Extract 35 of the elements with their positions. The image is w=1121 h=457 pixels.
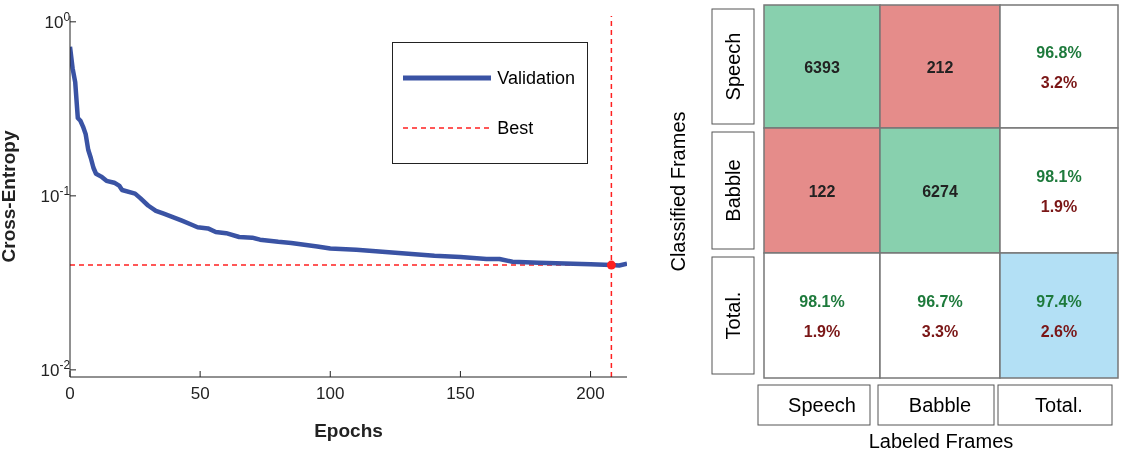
x-tick-label: 0 [65,384,75,403]
y-tick-label: Speech [722,32,744,101]
y-axis-title: Classified Frames [667,111,689,272]
x-tick-label: Babble [908,394,972,416]
x-tick-label: Speech [788,394,856,416]
data-label: 96.8% [1036,43,1082,61]
data-label: 212 [926,58,954,76]
annotation: 2.6% [1040,322,1078,340]
annotation: 3.3% [921,322,959,340]
data-label: 98.1% [1036,167,1082,185]
legend-label: Best [497,117,534,139]
legend-label: Validation [497,67,575,89]
x-tick-label: 150 [446,384,475,403]
data-label: 6393 [804,58,840,76]
data-label: 97.4% [1036,292,1082,310]
y-tick-label: 10$^{0}$ [44,9,71,32]
x-axis-title: Epochs [314,420,383,441]
x-tick-label: 200 [576,384,605,403]
y-tick-label: Babble [722,159,744,222]
y-tick-label: Total. [722,291,744,340]
data-label: 96.7% [917,292,963,310]
line-series [70,44,627,268]
y-axis-title: Cross-Entropy [0,130,19,263]
data-label: 122 [808,182,836,200]
x-tick-label: 50 [190,384,210,403]
y-tick-label: 10$^{-1}$ [40,183,71,206]
annotation: 1.9% [1040,197,1078,215]
data-label: 6274 [922,182,958,200]
annotation: 1.9% [803,322,841,340]
x-tick-label: 100 [316,384,345,403]
x-tick-label: Total. [1035,394,1083,416]
annotation: 3.2% [1040,73,1078,91]
data-label: 98.1% [799,292,845,310]
y-tick-label: 10$^{-2}$ [40,357,71,380]
x-axis-title: Labeled Frames [868,430,1014,452]
